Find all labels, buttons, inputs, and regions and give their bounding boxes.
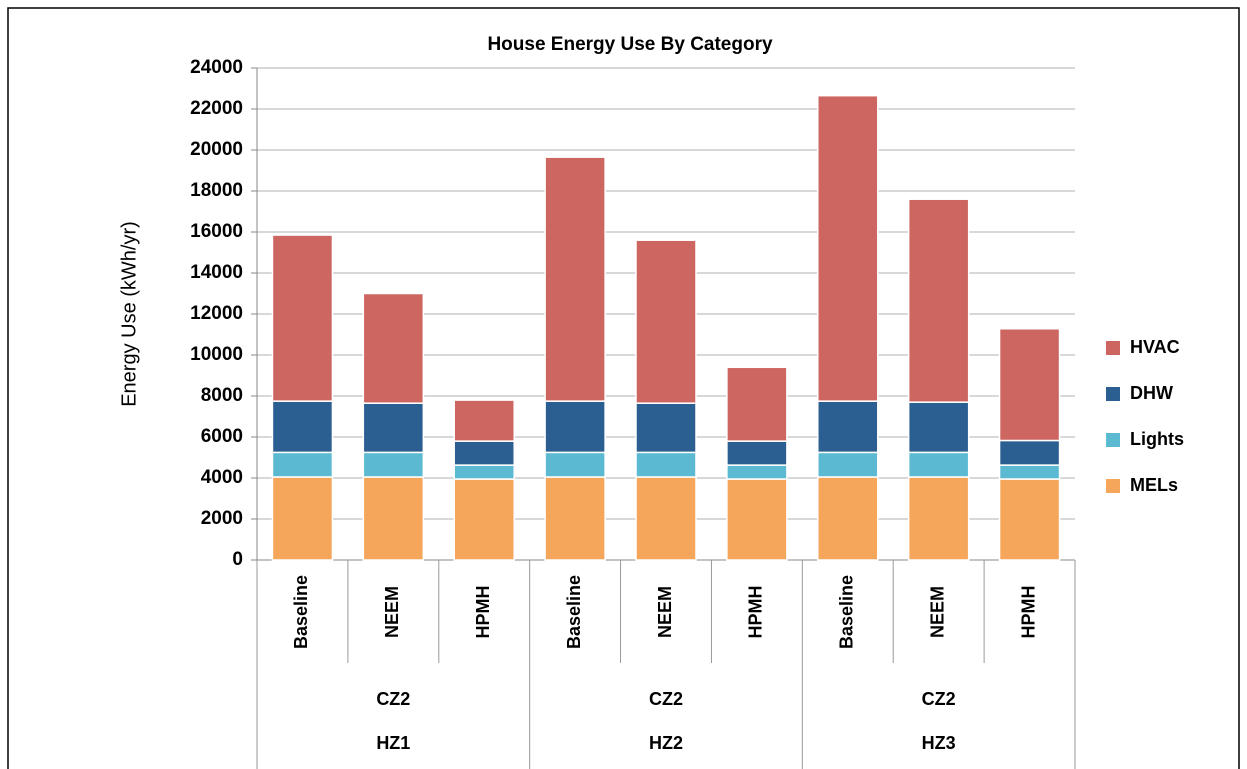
bar-segment: [544, 451, 606, 478]
bar-segment: [817, 451, 879, 478]
bar-segment: [362, 476, 425, 561]
bar-segment: [362, 402, 425, 454]
bar-segment: [544, 400, 606, 454]
chart-title: House Energy Use By Category: [487, 34, 773, 55]
group-name-label: HZ3: [922, 733, 956, 753]
bar-segment: [817, 476, 879, 561]
bar-segment: [271, 451, 334, 478]
y-tick-label: 16000: [190, 221, 243, 242]
legend-label: HVAC: [1130, 337, 1180, 357]
bar-segment: [635, 476, 697, 561]
group-zone-label: CZ2: [922, 689, 956, 709]
y-tick-label: 12000: [190, 303, 243, 324]
legend-label: MELs: [1130, 475, 1178, 495]
group-zone-label: CZ2: [376, 689, 410, 709]
legend-label: Lights: [1130, 429, 1184, 449]
x-tick-label: NEEM: [655, 586, 675, 638]
y-tick-label: 8000: [201, 385, 243, 406]
group-name-label: HZ1: [376, 733, 410, 753]
y-axis-label: Energy Use (kWh/yr): [118, 221, 140, 407]
legend-swatch: [1106, 479, 1120, 493]
group-name-label: HZ2: [649, 733, 683, 753]
bar-segment: [635, 451, 697, 478]
bar-segment: [453, 478, 515, 561]
y-tick-label: 10000: [190, 344, 243, 365]
y-tick-label: 22000: [190, 98, 243, 119]
bar-segment: [998, 328, 1061, 442]
y-tick-label: 20000: [190, 139, 243, 160]
y-tick-label: 4000: [201, 467, 243, 488]
x-tick-label: NEEM: [927, 586, 947, 638]
legend-swatch: [1106, 341, 1120, 355]
bar-segment: [453, 464, 515, 480]
bar-segment: [998, 478, 1061, 561]
y-tick-label: 14000: [190, 262, 243, 283]
bar-segment: [907, 476, 970, 561]
x-tick-label: NEEM: [382, 586, 402, 638]
bar-segment: [544, 156, 606, 402]
bar-segment: [817, 400, 879, 454]
x-tick-label: Baseline: [564, 575, 584, 649]
y-tick-label: 24000: [190, 57, 243, 78]
bar-segment: [453, 440, 515, 466]
group-zone-label: CZ2: [649, 689, 683, 709]
bar-segment: [635, 239, 697, 404]
bar-segment: [726, 478, 788, 561]
bar-segment: [544, 476, 606, 561]
legend-label: DHW: [1130, 383, 1173, 403]
x-tick-label: HPMH: [1018, 586, 1038, 639]
y-tick-label: 6000: [201, 426, 243, 447]
y-tick-label: 2000: [201, 508, 243, 529]
bar-segment: [271, 476, 334, 561]
legend-swatch: [1106, 433, 1120, 447]
bar-segment: [998, 464, 1061, 480]
bar-segment: [907, 198, 970, 403]
bar-segment: [907, 451, 970, 478]
bar-segment: [453, 399, 515, 442]
x-tick-label: Baseline: [837, 575, 857, 649]
x-tick-label: HPMH: [746, 586, 766, 639]
bar-segment: [817, 94, 879, 402]
bar-segment: [635, 402, 697, 454]
x-tick-label: Baseline: [291, 575, 311, 649]
bar-segment: [726, 440, 788, 466]
bar-segment: [998, 439, 1061, 466]
bar-segment: [271, 400, 334, 454]
bar-segment: [907, 401, 970, 454]
y-tick-label: 18000: [190, 180, 243, 201]
bar-segment: [362, 451, 425, 478]
bar-segment: [726, 464, 788, 480]
bar-segment: [362, 292, 425, 404]
bar-segment: [271, 234, 334, 402]
y-tick-label: 0: [232, 549, 243, 570]
legend-swatch: [1106, 387, 1120, 401]
bar-segment: [726, 366, 788, 442]
x-tick-label: HPMH: [473, 586, 493, 639]
